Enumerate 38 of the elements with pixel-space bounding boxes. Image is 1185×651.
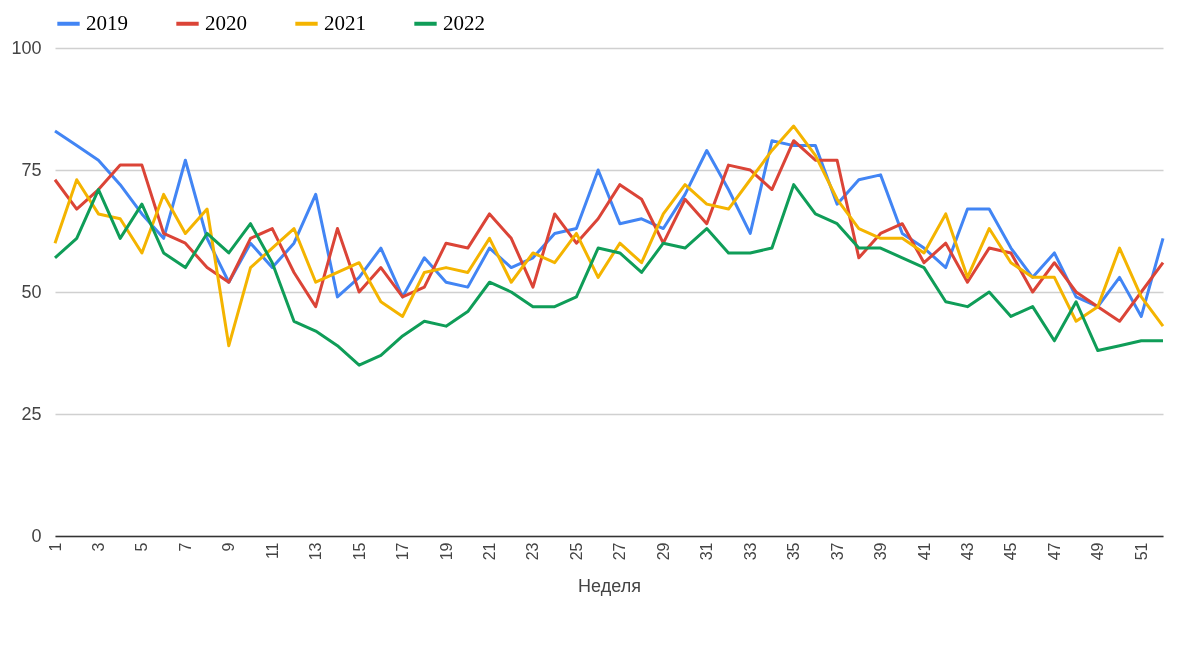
y-tick-label: 25 xyxy=(21,403,42,424)
x-tick-label: 9 xyxy=(220,542,238,552)
x-tick-label: 11 xyxy=(263,542,281,560)
x-tick-label: 35 xyxy=(785,542,803,561)
x-tick-label: 45 xyxy=(1002,542,1020,561)
x-tick-label: 15 xyxy=(350,542,368,561)
legend-label: 2019 xyxy=(86,10,128,35)
y-tick-label: 50 xyxy=(21,281,42,302)
x-tick-label: 7 xyxy=(176,542,194,552)
x-tick-label: 3 xyxy=(89,542,107,552)
y-tick-label: 100 xyxy=(11,37,42,58)
x-tick-label: 21 xyxy=(481,542,499,561)
x-tick-label: 5 xyxy=(133,542,151,552)
legend-label: 2020 xyxy=(205,10,247,35)
legend-label: 2022 xyxy=(443,10,485,35)
x-tick-label: 23 xyxy=(524,542,542,561)
x-tick-label: 43 xyxy=(958,542,976,561)
line-series xyxy=(53,183,1165,367)
x-tick-label: 37 xyxy=(828,542,846,561)
x-tick-label: 31 xyxy=(698,542,716,561)
legend-label: 2021 xyxy=(324,10,366,35)
x-tick-label: 27 xyxy=(611,542,629,561)
x-tick-label: 47 xyxy=(1045,542,1063,561)
x-tick-label: 13 xyxy=(307,542,325,561)
x-axis-title: Неделя xyxy=(578,576,641,597)
x-tick-label: 29 xyxy=(654,542,672,561)
x-tick-label: 33 xyxy=(741,542,759,561)
x-tick-label: 51 xyxy=(1132,542,1150,561)
x-tick-label: 19 xyxy=(437,542,455,561)
y-tick-label: 0 xyxy=(31,525,42,546)
x-tick-label: 49 xyxy=(1089,542,1107,561)
x-tick-label: 41 xyxy=(915,542,933,561)
x-tick-label: 39 xyxy=(872,542,890,561)
x-tick-label: 17 xyxy=(394,542,412,561)
x-tick-label: 1 xyxy=(46,542,64,552)
line-series xyxy=(53,124,1165,348)
x-tick-label: 25 xyxy=(567,542,585,561)
y-tick-label: 75 xyxy=(21,159,42,180)
